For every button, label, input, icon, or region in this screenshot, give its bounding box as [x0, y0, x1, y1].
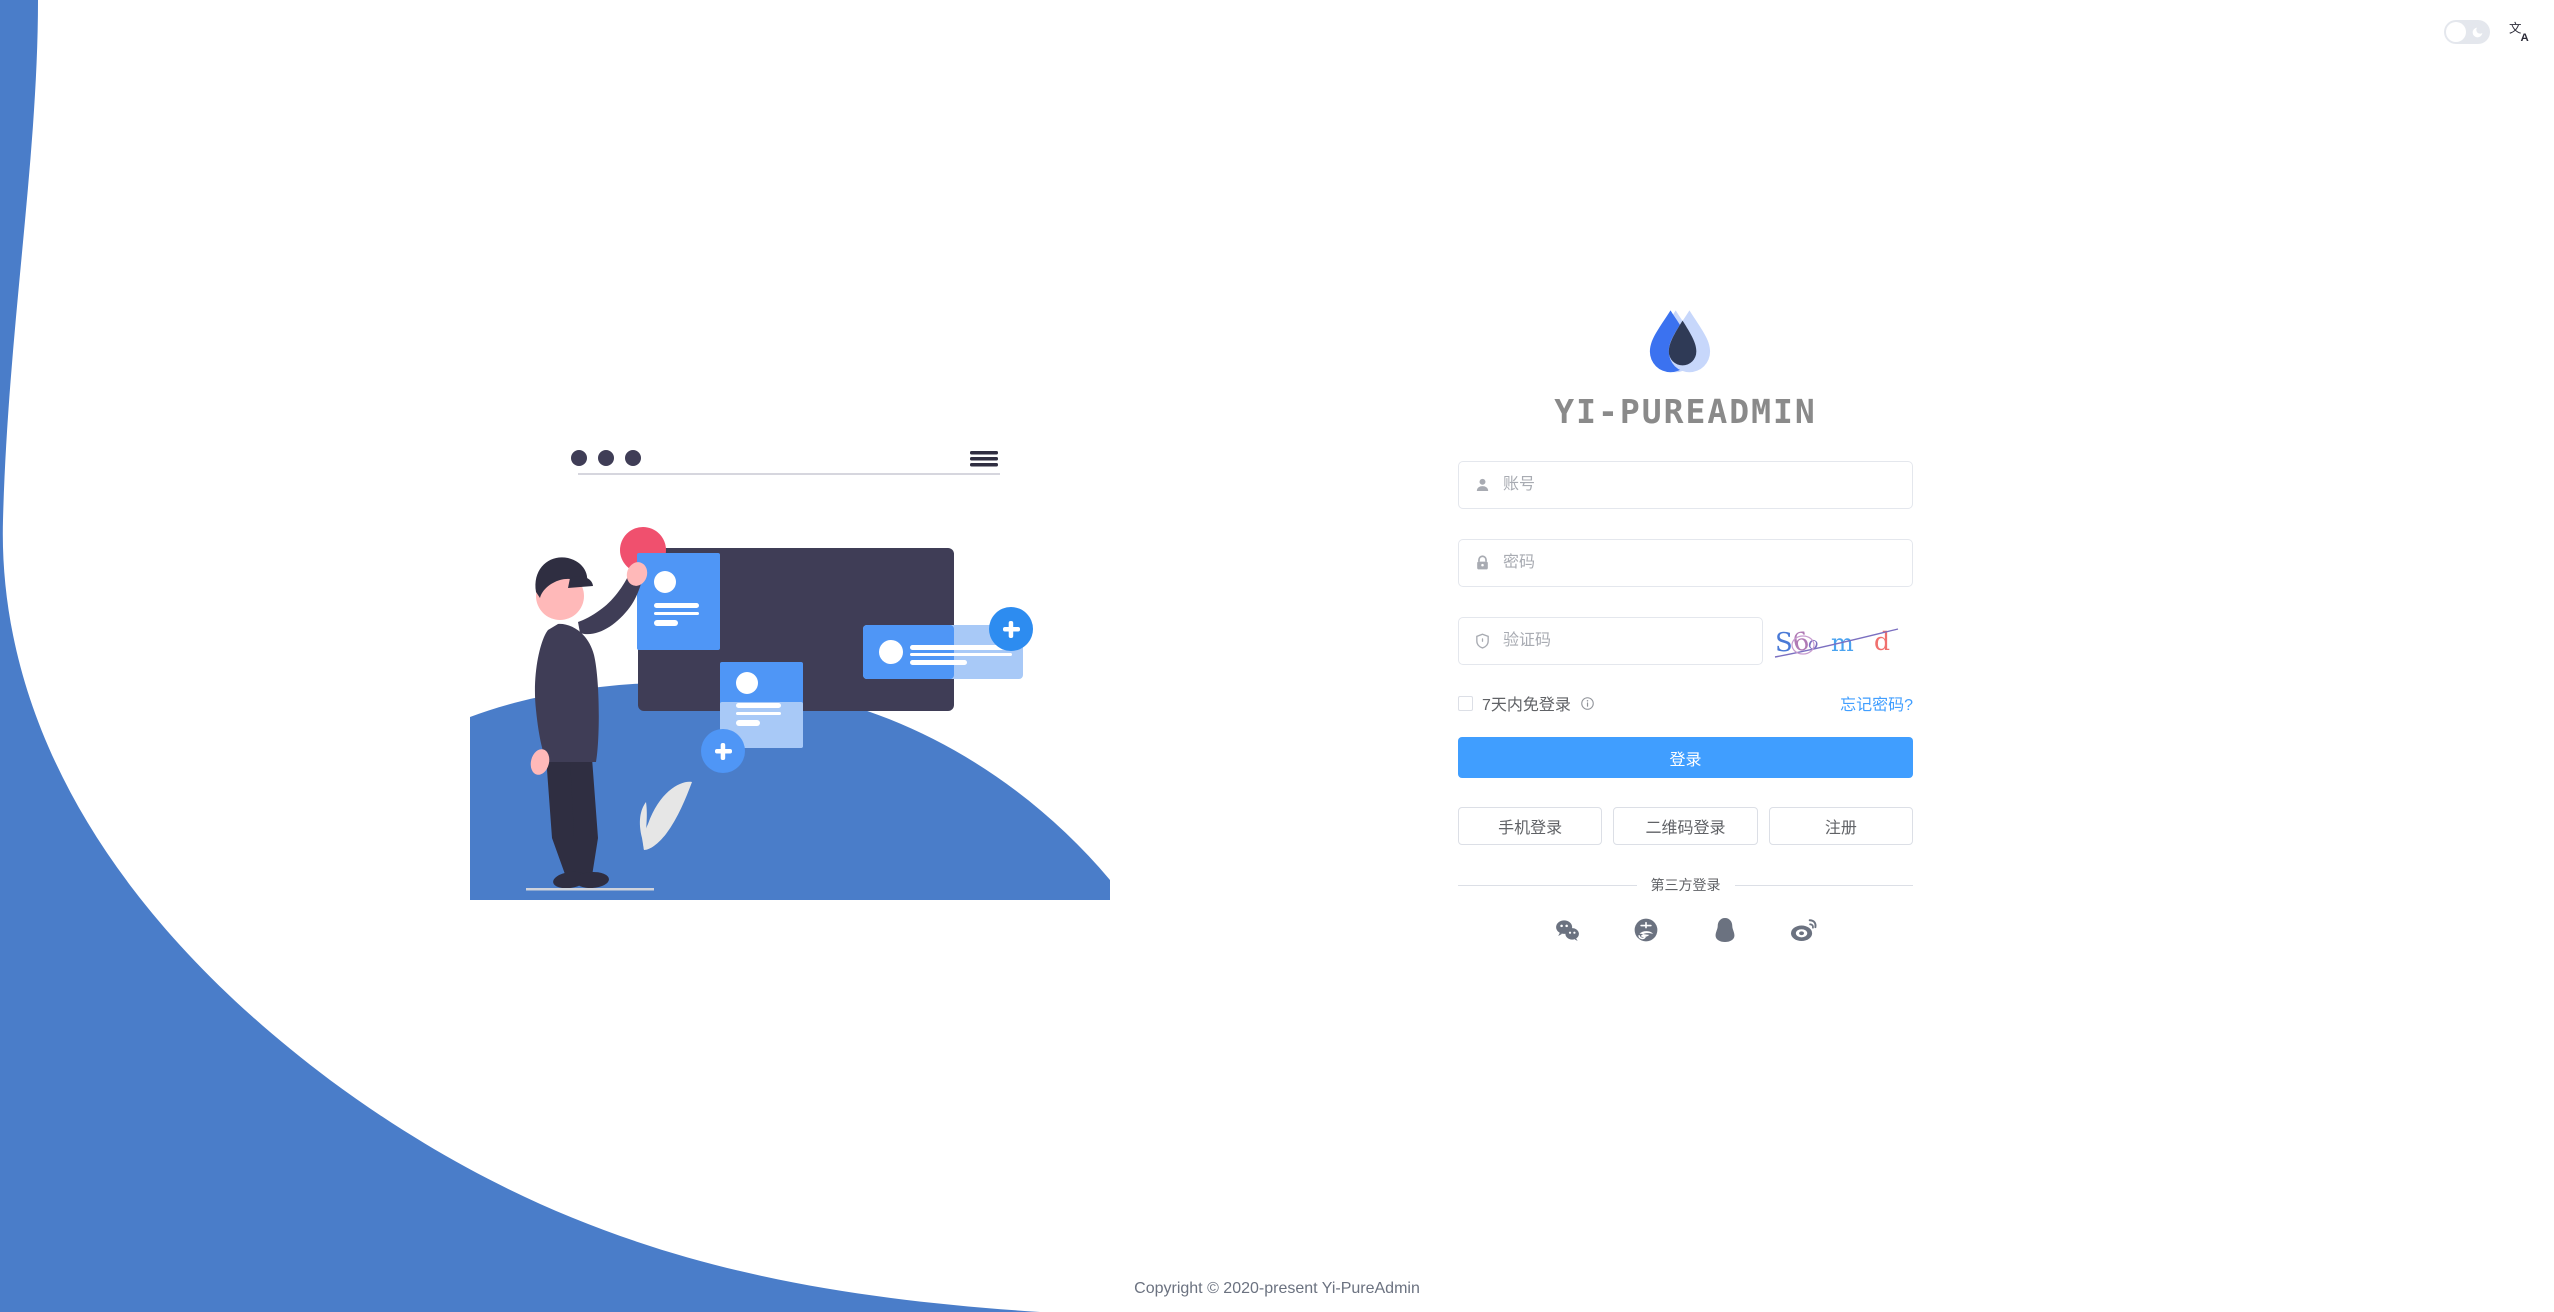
svg-text:A: A	[2520, 31, 2528, 43]
captcha-field-wrap	[1458, 617, 1763, 665]
remember-label: 7天内免登录	[1482, 697, 1571, 714]
phone-login-button[interactable]: 手机登录	[1458, 807, 1603, 845]
captcha-row: S 6 o m d	[1458, 617, 1913, 665]
info-circle-icon[interactable]	[1580, 696, 1595, 711]
dark-mode-toggle[interactable]	[2444, 20, 2490, 44]
password-field-wrap	[1458, 539, 1913, 587]
password-input[interactable]	[1458, 539, 1913, 587]
captcha-input[interactable]	[1458, 617, 1763, 665]
register-button[interactable]: 注册	[1768, 807, 1913, 845]
options-row: 7天内免登录 忘记密码?	[1458, 691, 1913, 715]
weibo-icon[interactable]	[1789, 915, 1819, 945]
water-drop-logo	[1649, 310, 1710, 373]
moon-icon	[2471, 26, 2484, 39]
svg-text:6: 6	[1790, 626, 1812, 658]
page-title: YI-PUREADMIN	[1554, 392, 1817, 431]
captcha-image[interactable]: S 6 o m d	[1773, 619, 1913, 663]
illustration-card-top	[637, 553, 720, 650]
qrcode-login-button[interactable]: 二维码登录	[1613, 807, 1758, 845]
top-controls: 文 A	[2444, 18, 2534, 46]
login-illustration	[470, 450, 1110, 900]
social-login-row	[1458, 915, 1913, 945]
alt-login-buttons: 手机登录 二维码登录 注册	[1458, 807, 1913, 845]
remember-checkbox[interactable]: 7天内免登录	[1458, 691, 1595, 715]
divider-line-left	[1458, 884, 1637, 886]
illustration-browser-bar	[571, 450, 1000, 475]
login-button[interactable]: 登录	[1458, 737, 1913, 778]
forgot-password-link[interactable]: 忘记密码?	[1840, 697, 1913, 714]
footer-copyright: Copyright © 2020-present Yi-PureAdmin	[1134, 1280, 1420, 1297]
divider-line-right	[1734, 884, 1913, 886]
toggle-knob	[2446, 22, 2466, 42]
wechat-icon[interactable]	[1552, 915, 1582, 945]
username-field-wrap	[1458, 461, 1913, 509]
svg-text:文: 文	[2509, 20, 2522, 35]
logo-wrap	[1458, 300, 1913, 386]
username-input[interactable]	[1458, 461, 1913, 509]
qq-icon[interactable]	[1710, 915, 1740, 945]
checkbox-box[interactable]	[1458, 695, 1473, 711]
language-icon[interactable]: 文 A	[2506, 18, 2534, 46]
third-party-divider: 第三方登录	[1458, 875, 1913, 895]
divider-label: 第三方登录	[1650, 877, 1721, 893]
login-panel: YI-PUREADMIN	[1458, 300, 1913, 945]
svg-text:S: S	[1775, 628, 1793, 658]
alipay-icon[interactable]	[1631, 915, 1661, 945]
